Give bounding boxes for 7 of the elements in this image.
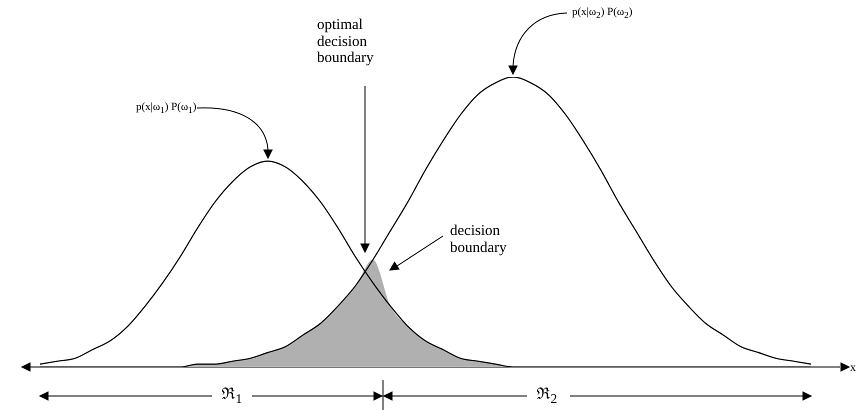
text: optimal decision boundary (317, 17, 375, 66)
x-axis-title: x (850, 360, 856, 374)
text: ℜ$_{2}$ (536, 386, 558, 406)
annotation: decision boundary (450, 223, 508, 256)
text: ℜ$_{1}$ (222, 386, 242, 406)
text: p(x|ω$_{2}$) P(ω$_{2}$) (572, 6, 632, 20)
annotation: p(x|ω$_{1}$) P(ω$_{1}$) (136, 101, 196, 116)
